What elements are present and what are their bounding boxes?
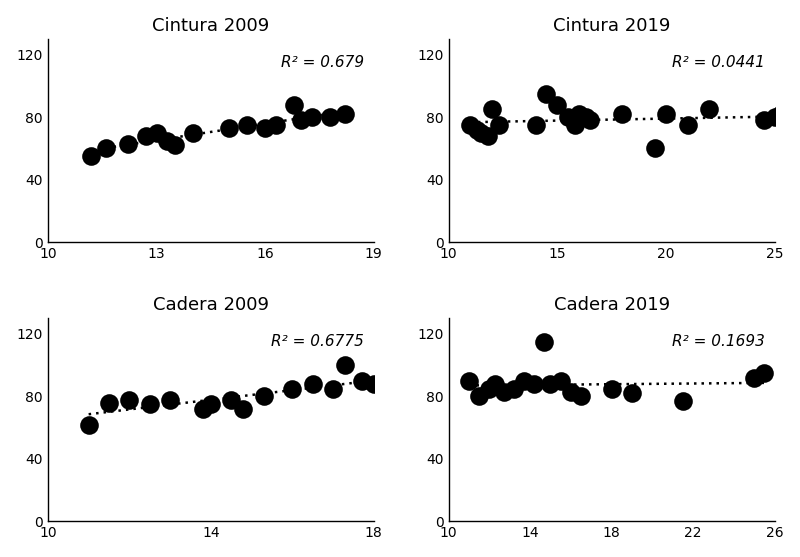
- Point: [306, 379, 319, 388]
- Title: Cadera 2009: Cadera 2009: [153, 296, 269, 314]
- Point: [544, 379, 557, 388]
- Point: [205, 400, 218, 409]
- Point: [758, 369, 770, 378]
- Point: [482, 131, 494, 140]
- Point: [164, 395, 177, 404]
- Point: [626, 389, 638, 398]
- Point: [338, 110, 351, 119]
- Point: [355, 377, 368, 385]
- Point: [85, 152, 98, 161]
- Point: [367, 379, 380, 388]
- Text: R² = 0.1693: R² = 0.1693: [672, 334, 765, 349]
- Point: [659, 110, 672, 119]
- Point: [139, 131, 152, 140]
- Point: [774, 110, 787, 119]
- Point: [150, 128, 163, 137]
- Text: R² = 0.679: R² = 0.679: [281, 55, 364, 70]
- Point: [551, 100, 564, 109]
- Point: [579, 113, 592, 121]
- Point: [507, 384, 520, 393]
- Point: [380, 379, 393, 388]
- Point: [225, 395, 238, 404]
- Point: [768, 113, 781, 121]
- Point: [538, 337, 550, 346]
- Point: [540, 89, 553, 98]
- Point: [295, 116, 308, 125]
- Point: [222, 124, 235, 133]
- Point: [102, 398, 115, 407]
- Point: [518, 377, 530, 385]
- Point: [186, 128, 199, 137]
- Point: [462, 377, 475, 385]
- Point: [574, 392, 587, 401]
- Point: [121, 139, 134, 148]
- Point: [143, 400, 156, 409]
- Point: [99, 144, 112, 153]
- Point: [82, 420, 95, 429]
- Point: [528, 379, 541, 388]
- Point: [470, 125, 483, 134]
- Point: [605, 384, 618, 393]
- Text: R² = 0.6775: R² = 0.6775: [271, 334, 364, 349]
- Point: [241, 120, 254, 129]
- Point: [237, 404, 250, 413]
- Point: [473, 392, 486, 401]
- Point: [649, 144, 662, 153]
- Point: [288, 100, 301, 109]
- Point: [498, 387, 510, 396]
- Point: [703, 105, 716, 114]
- Point: [554, 377, 567, 385]
- Point: [475, 128, 488, 137]
- Point: [123, 395, 136, 404]
- Point: [758, 116, 770, 125]
- Point: [258, 124, 271, 133]
- Point: [677, 397, 690, 405]
- Point: [270, 120, 282, 129]
- Point: [286, 384, 298, 393]
- Point: [486, 105, 498, 114]
- Point: [258, 392, 270, 401]
- Point: [682, 120, 694, 129]
- Point: [324, 113, 337, 121]
- Point: [168, 141, 181, 150]
- Point: [326, 384, 339, 393]
- Point: [748, 373, 761, 382]
- Point: [306, 113, 318, 121]
- Point: [161, 136, 174, 145]
- Point: [616, 110, 629, 119]
- Point: [529, 120, 542, 129]
- Title: Cintura 2009: Cintura 2009: [152, 17, 270, 35]
- Point: [565, 387, 578, 396]
- Point: [464, 120, 477, 129]
- Point: [583, 116, 596, 125]
- Point: [562, 113, 574, 121]
- Text: R² = 0.0441: R² = 0.0441: [672, 55, 765, 70]
- Point: [339, 360, 352, 369]
- Point: [196, 404, 209, 413]
- Point: [483, 384, 496, 393]
- Point: [489, 379, 502, 388]
- Point: [568, 120, 581, 129]
- Title: Cintura 2019: Cintura 2019: [553, 17, 670, 35]
- Point: [573, 110, 586, 119]
- Point: [492, 120, 505, 129]
- Title: Cadera 2019: Cadera 2019: [554, 296, 670, 314]
